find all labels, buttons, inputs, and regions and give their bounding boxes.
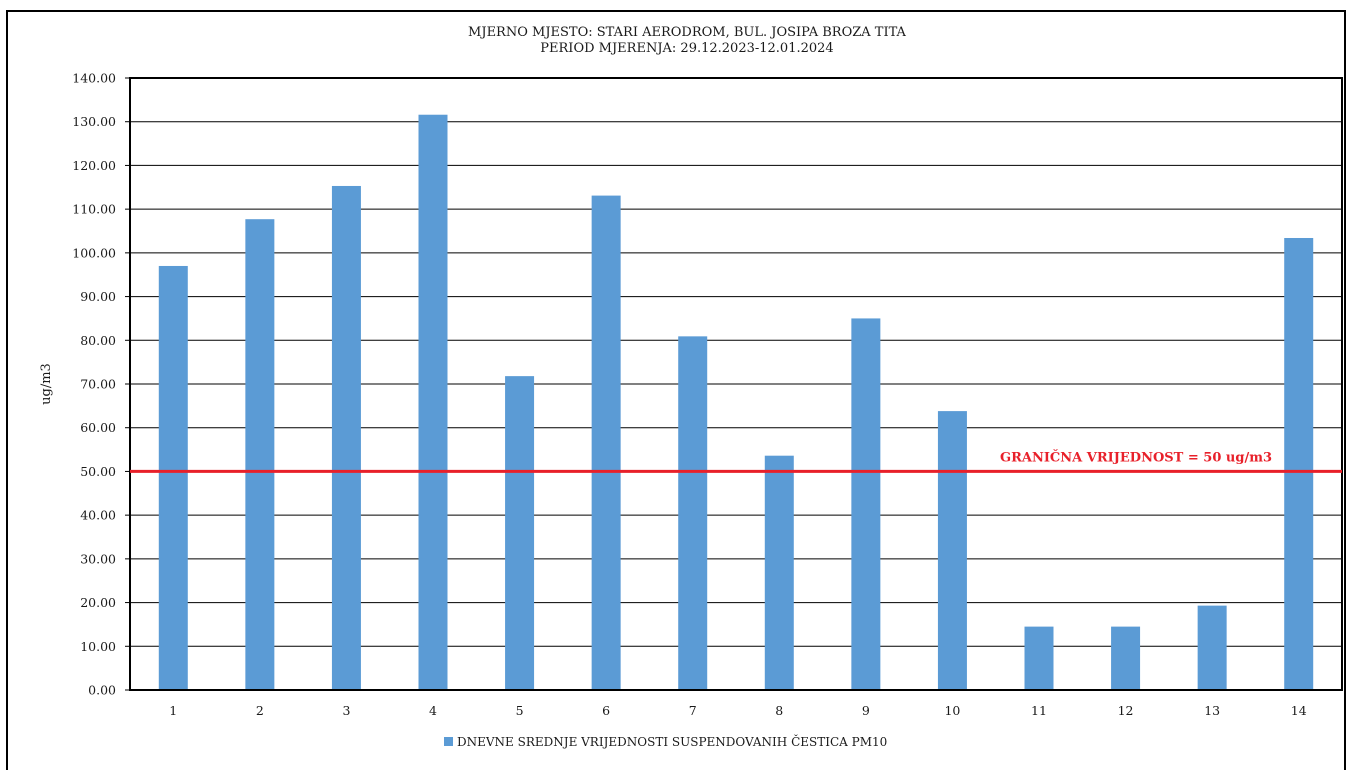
y-tick-label: 80.00 xyxy=(80,333,116,348)
bar xyxy=(851,318,881,690)
y-tick-label: 40.00 xyxy=(80,508,116,523)
bar xyxy=(245,219,275,690)
x-tick-label: 10 xyxy=(944,703,960,718)
x-tick-label: 12 xyxy=(1118,703,1134,718)
y-tick-labels: 0.00 10.00 20.00 30.00 40.00 50.00 60.00 70.00 8… xyxy=(72,71,116,698)
y-tick-label: 90.00 xyxy=(80,289,116,304)
y-tick-label: 30.00 xyxy=(80,551,116,566)
y-tick-label: 70.00 xyxy=(80,377,116,392)
bar xyxy=(1024,626,1054,690)
x-tick-label: 1 xyxy=(169,703,177,718)
bar xyxy=(937,411,967,690)
x-tick-label: 2 xyxy=(256,703,264,718)
gridlines xyxy=(125,77,1342,691)
y-tick-label: 130.00 xyxy=(72,114,116,129)
bar xyxy=(158,265,188,690)
x-tick-label: 4 xyxy=(429,703,437,718)
x-tick-label: 9 xyxy=(862,703,870,718)
bar xyxy=(1284,237,1314,690)
y-tick-label: 140.00 xyxy=(72,71,116,86)
bars xyxy=(158,114,1314,691)
bar xyxy=(591,195,621,690)
limit-line-label: GRANIČNA VRIJEDNOST = 50 ug/m3 xyxy=(1000,448,1272,465)
plot-area-border xyxy=(129,77,1343,691)
y-tick-label: 120.00 xyxy=(72,158,116,173)
bar xyxy=(1111,626,1141,690)
bar xyxy=(505,376,535,690)
x-tick-label: 7 xyxy=(689,703,697,718)
legend-swatch xyxy=(444,737,453,746)
y-tick-label: 20.00 xyxy=(80,595,116,610)
x-tick-label: 11 xyxy=(1031,703,1047,718)
x-tick-label: 14 xyxy=(1291,703,1307,718)
chart-subtitle: PERIOD MJERENJA: 29.12.2023-12.01.2024 xyxy=(540,41,833,56)
x-tick-label: 13 xyxy=(1204,703,1220,718)
y-tick-label: 110.00 xyxy=(72,202,116,217)
y-tick-label: 60.00 xyxy=(80,420,116,435)
legend-label: DNEVNE SREDNJE VRIJEDNOSTI SUSPENDOVANIH… xyxy=(457,733,887,749)
y-tick-label: 100.00 xyxy=(72,245,116,260)
y-axis-label: ug/m3 xyxy=(39,363,54,405)
chart-title: MJERNO MJESTO: STARI AERODROM, BUL. JOSI… xyxy=(468,25,907,40)
y-tick-label: 50.00 xyxy=(80,464,116,479)
x-tick-label: 3 xyxy=(342,703,350,718)
bar xyxy=(678,336,708,690)
x-tick-label: 6 xyxy=(602,703,610,718)
x-tick-label: 5 xyxy=(516,703,524,718)
bar xyxy=(764,455,794,690)
y-tick-label: 0.00 xyxy=(88,683,116,698)
y-tick-label: 10.00 xyxy=(80,639,116,654)
x-tick-labels: 1 2 3 4 5 6 7 8 9 10 11 12 13 14 xyxy=(169,703,1306,718)
bar xyxy=(331,185,361,690)
bar xyxy=(418,114,448,691)
bar xyxy=(1197,605,1227,690)
x-tick-label: 8 xyxy=(775,703,783,718)
